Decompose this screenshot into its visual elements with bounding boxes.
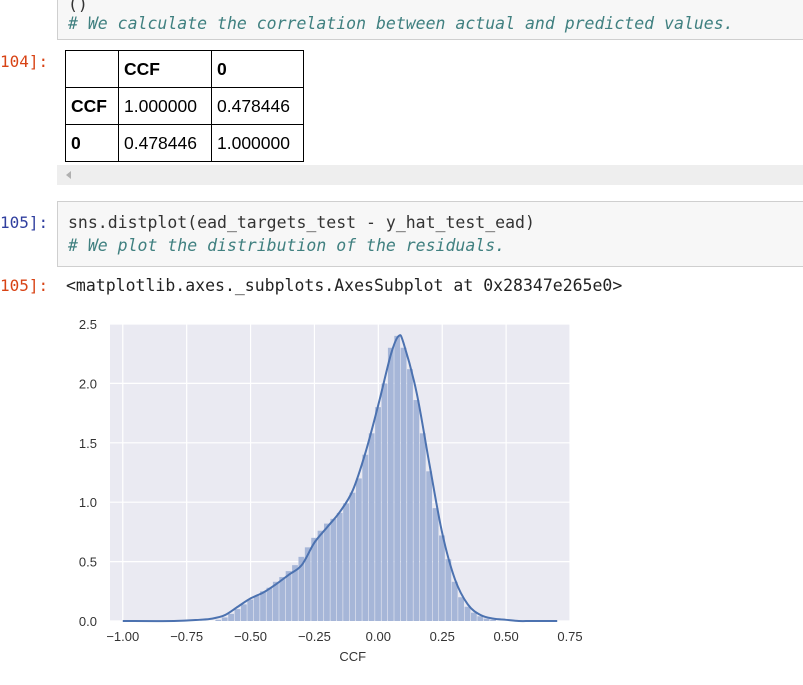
histogram-bar: [394, 335, 401, 621]
x-tick-label: −0.25: [298, 629, 331, 644]
y-tick-labels: 0.0 0.5 1.0 1.5 2.0 2.5: [79, 317, 97, 629]
histogram-bar: [483, 618, 490, 621]
table-cell: 1.000000: [118, 87, 212, 125]
histogram-bar: [451, 581, 458, 621]
x-tick-label: 0.50: [493, 629, 518, 644]
distplot-chart: −1.00 −0.75 −0.50 −0.25 0.00 0.25 0.50 0.75 0.0…: [79, 317, 583, 664]
histogram-bar: [221, 617, 228, 621]
histogram-bar: [464, 606, 471, 621]
scroll-left-arrow-icon[interactable]: [66, 171, 71, 179]
histogram-bar: [407, 369, 413, 621]
code-partial-line: (): [68, 0, 88, 14]
code-line: sns.distplot(ead_targets_test - y_hat_te…: [68, 213, 535, 232]
table-corner-cell: [65, 50, 119, 88]
histogram-bar: [253, 596, 260, 621]
histogram-bar: [260, 591, 266, 621]
histogram-bar: [362, 454, 369, 621]
output-repr-text: <matplotlib.axes._subplots.AxesSubplot a…: [66, 276, 623, 295]
input-prompt-105: 105]:: [0, 213, 49, 232]
column-header: CCF: [118, 50, 212, 88]
table-header-row: CCF 0: [65, 50, 304, 88]
output-prompt-104: 104]:: [0, 52, 49, 71]
histogram-bar: [445, 559, 452, 621]
column-header: 0: [211, 50, 304, 88]
x-tick-labels: −1.00 −0.75 −0.50 −0.25 0.00 0.25 0.50 0.75: [106, 629, 582, 644]
y-tick-label: 0.0: [79, 614, 97, 629]
histogram-bar: [490, 619, 496, 621]
histogram-bar: [477, 616, 484, 621]
histogram-bar: [215, 619, 222, 621]
histogram-bar: [419, 433, 426, 621]
histogram-bar: [413, 400, 420, 621]
histogram-bar: [304, 547, 311, 621]
histogram-bar: [272, 581, 279, 621]
histogram-bar: [349, 492, 356, 621]
y-tick-label: 2.0: [79, 376, 97, 391]
x-tick-label: 0.25: [430, 629, 455, 644]
code-cell-105[interactable]: sns.distplot(ead_targets_test - y_hat_te…: [57, 201, 803, 267]
dataframe-table: CCF 0 CCF 1.000000 0.478446 0 0.478446 1…: [65, 50, 304, 162]
histogram-bar: [279, 577, 286, 621]
y-tick-label: 0.5: [79, 555, 97, 570]
horizontal-scrollbar[interactable]: [57, 165, 803, 185]
histogram-bar: [247, 599, 254, 621]
histogram-bar: [381, 383, 388, 621]
histogram-bar: [285, 571, 292, 621]
histogram-bar: [470, 612, 477, 621]
x-tick-label: 0.75: [557, 629, 582, 644]
histogram-bar: [343, 503, 349, 621]
x-tick-label: −0.50: [234, 629, 267, 644]
histogram-bar: [324, 523, 330, 621]
kde-line: [122, 334, 558, 623]
histogram-bar: [432, 508, 439, 621]
histogram-bar: [458, 597, 464, 621]
histogram-bar: [240, 604, 247, 621]
histogram-bar: [336, 512, 343, 621]
row-index: 0: [65, 124, 119, 162]
table-row: 0 0.478446 1.000000: [65, 124, 304, 162]
x-tick-label: −1.00: [106, 629, 139, 644]
histogram-bar: [387, 347, 394, 621]
table-row: CCF 1.000000 0.478446: [65, 87, 304, 125]
histogram-bar: [330, 518, 337, 621]
x-tick-label: 0.00: [366, 629, 391, 644]
histogram-bar: [292, 565, 298, 621]
histogram-bar: [368, 433, 375, 621]
y-tick-label: 2.5: [79, 317, 97, 332]
histogram-bars: [215, 335, 496, 621]
histogram-bar: [311, 537, 318, 621]
y-tick-label: 1.0: [79, 495, 97, 510]
code-comment: # We plot the distribution of the residu…: [68, 236, 506, 255]
code-cell-top[interactable]: () # We calculate the correlation betwee…: [57, 0, 803, 40]
x-axis-label: CCF: [339, 649, 366, 664]
histogram-bar: [298, 556, 305, 621]
histogram-bar: [426, 471, 433, 621]
table-cell: 0.478446: [211, 87, 304, 125]
table-cell: 1.000000: [211, 124, 304, 162]
histogram-bar: [234, 609, 241, 621]
row-index: CCF: [65, 87, 119, 125]
histogram-bar: [439, 535, 445, 621]
output-prompt-105: 105]:: [0, 276, 49, 295]
histogram-bar: [266, 587, 273, 621]
code-comment: # We calculate the correlation between a…: [68, 14, 734, 33]
histogram-bar: [228, 613, 234, 621]
histogram-bar: [400, 347, 407, 621]
histogram-bar: [355, 478, 362, 621]
histogram-bar: [375, 407, 381, 621]
histogram-bar: [317, 530, 324, 621]
y-tick-label: 1.5: [79, 436, 97, 451]
table-cell: 0.478446: [118, 124, 212, 162]
x-tick-label: −0.75: [170, 629, 203, 644]
